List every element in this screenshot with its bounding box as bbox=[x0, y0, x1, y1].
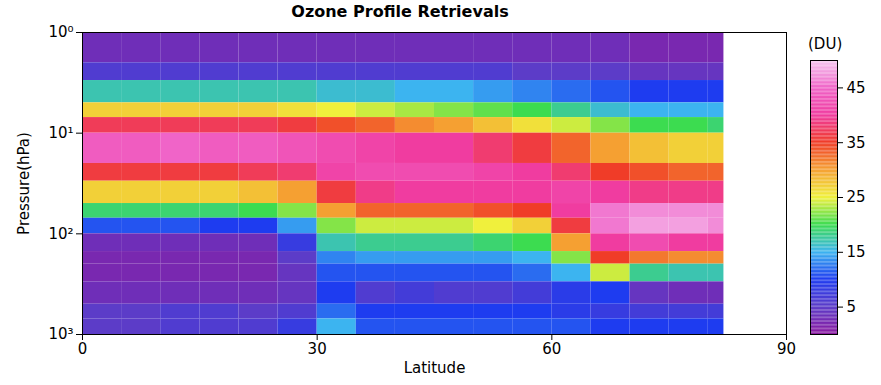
svg-text:10⁰: 10⁰ bbox=[48, 24, 73, 41]
svg-text:90: 90 bbox=[777, 340, 796, 358]
svg-text:Latitude: Latitude bbox=[404, 359, 466, 377]
svg-text:10²: 10² bbox=[48, 225, 73, 243]
svg-text:15: 15 bbox=[847, 243, 866, 261]
svg-text:35: 35 bbox=[847, 134, 866, 152]
html-text:Ozone Profile Retrievals: Ozone Profile Retrievals bbox=[291, 2, 509, 21]
svg-text:60: 60 bbox=[542, 340, 561, 358]
html-text:(DU): (DU) bbox=[808, 35, 843, 53]
svg-text:25: 25 bbox=[847, 188, 866, 206]
svg-text:Pressure(hPa): Pressure(hPa) bbox=[15, 132, 33, 235]
svg-text:30: 30 bbox=[308, 340, 327, 358]
svg-text:0: 0 bbox=[78, 340, 88, 358]
svg-text:5: 5 bbox=[847, 298, 857, 316]
svg-text:10³: 10³ bbox=[48, 325, 73, 343]
svg-text:45: 45 bbox=[847, 79, 866, 97]
svg-text:10¹: 10¹ bbox=[48, 124, 73, 142]
